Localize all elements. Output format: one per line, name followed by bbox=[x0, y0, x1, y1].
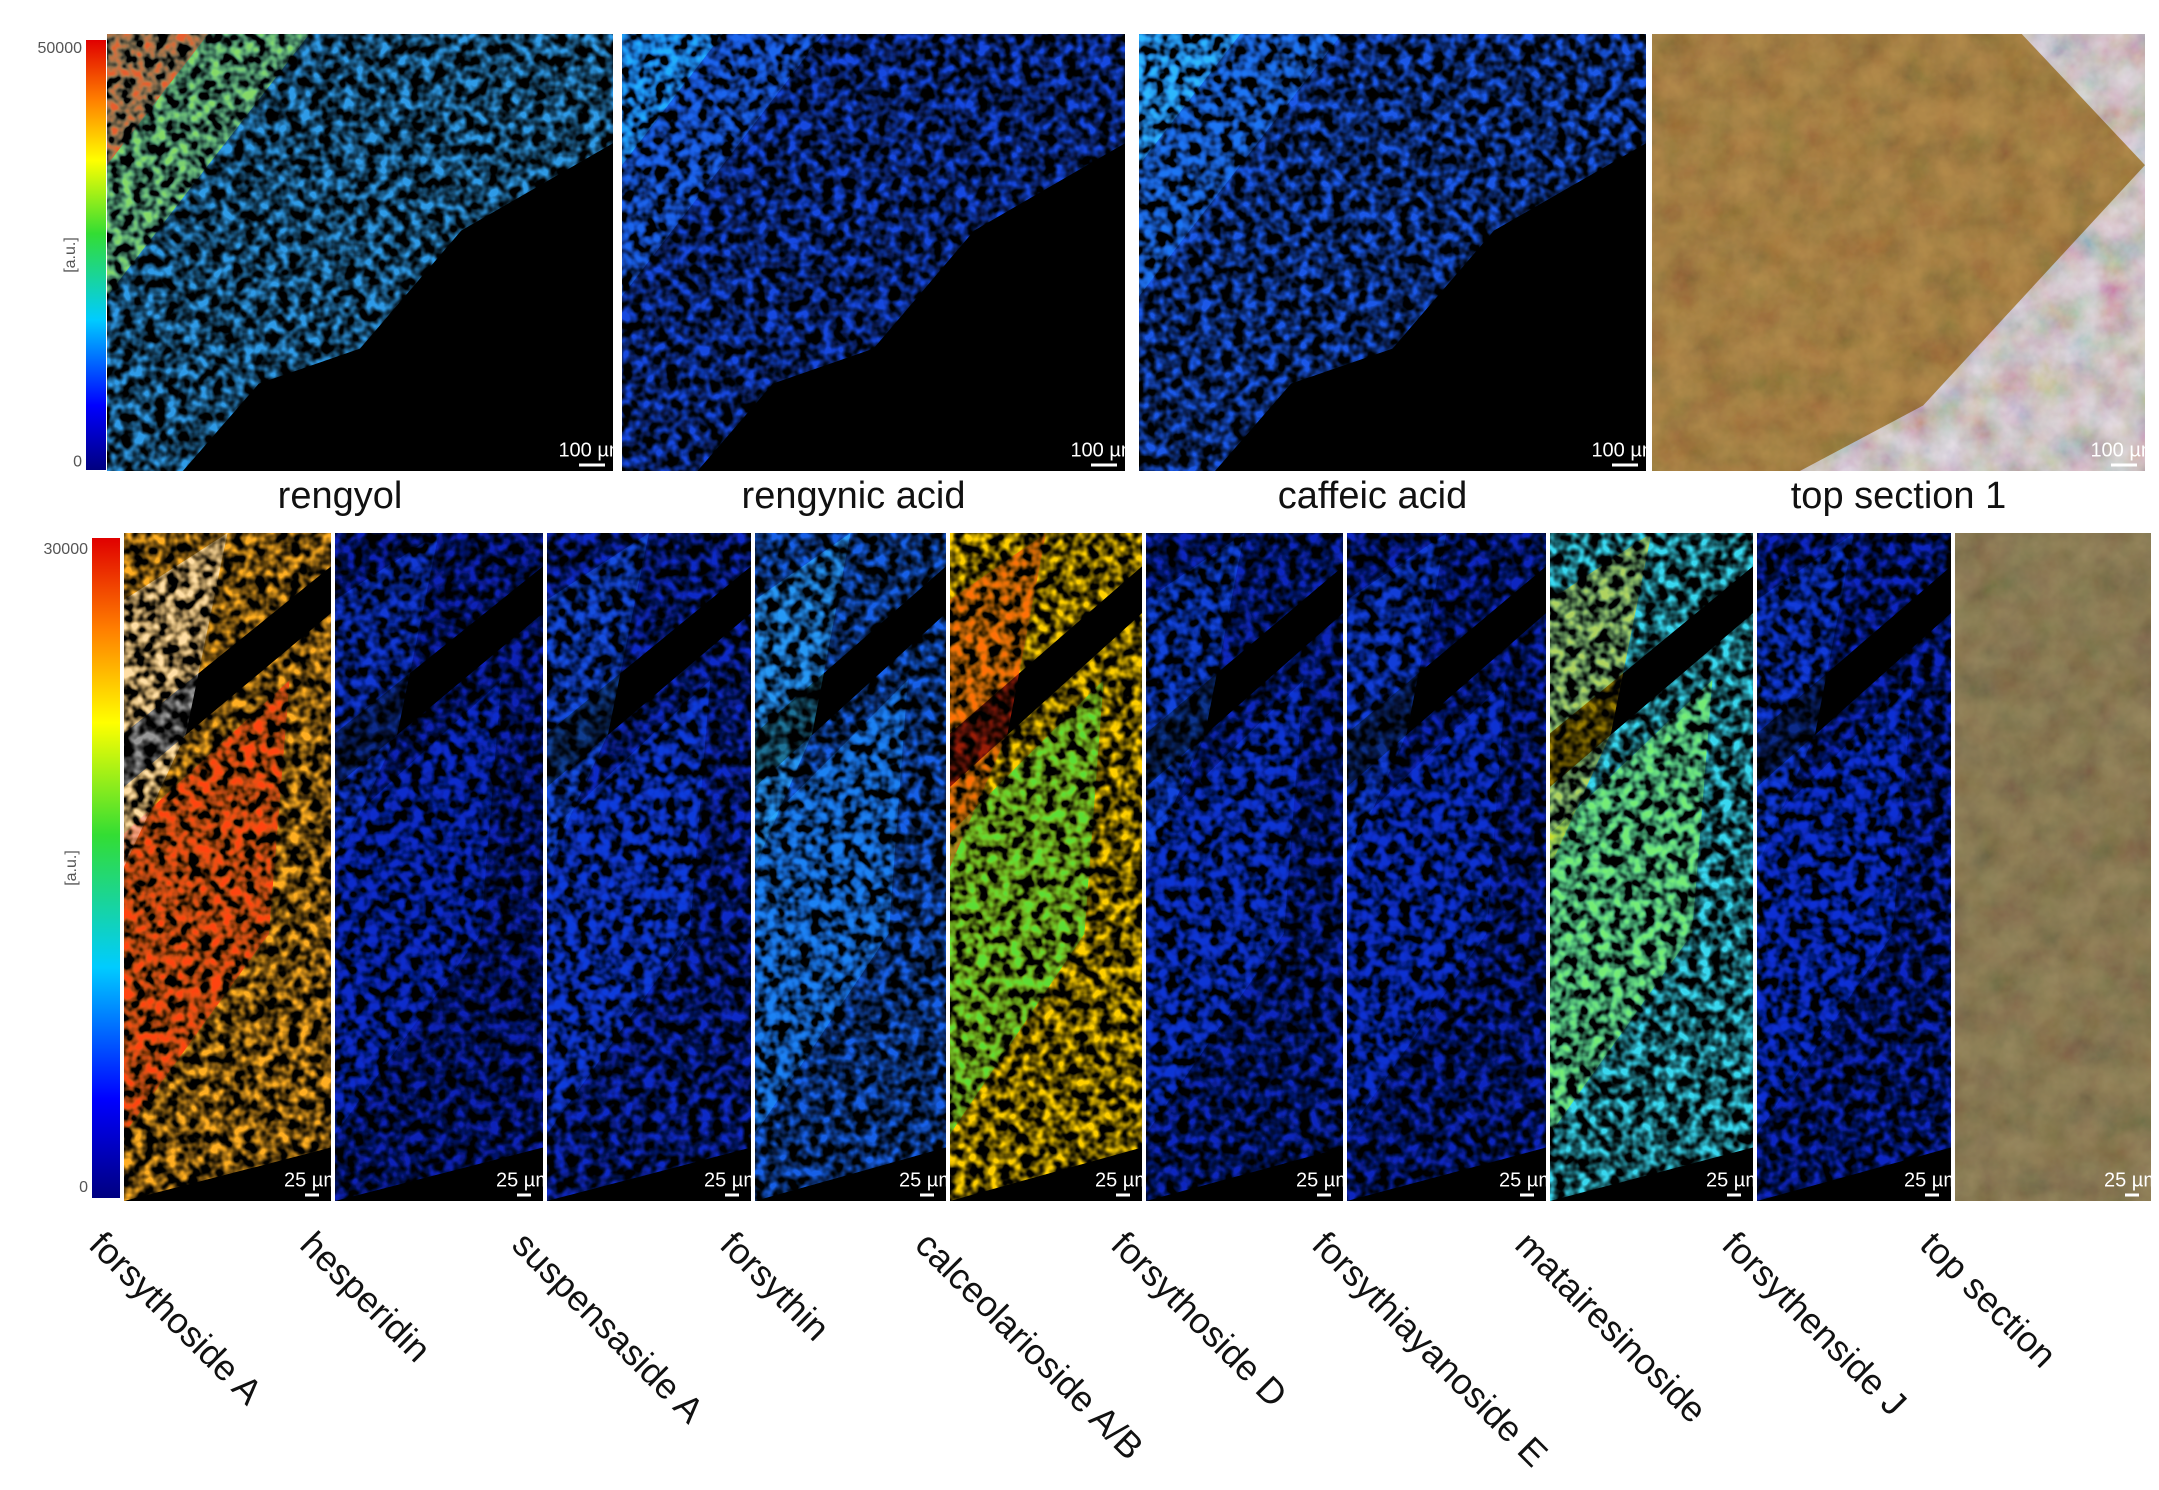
heatmap bbox=[622, 34, 1125, 471]
panel-label: hesperidin bbox=[293, 1223, 439, 1369]
tissue bbox=[1757, 533, 1854, 867]
colorbar-min: 0 bbox=[79, 1179, 88, 1196]
tissue bbox=[1347, 679, 1507, 1135]
scale-bar-label: 25 µm bbox=[1499, 1169, 1555, 1191]
scale-bar-label: 25 µm bbox=[284, 1169, 340, 1191]
tissue bbox=[107, 34, 209, 166]
heatmap bbox=[1757, 533, 1951, 1201]
scale-bar-label: 25 µm bbox=[1904, 1169, 1960, 1191]
scale-bar-label: 25 µm bbox=[899, 1169, 955, 1191]
panel-label: top section 1 bbox=[1791, 475, 2006, 517]
tissue bbox=[622, 34, 723, 166]
tissue bbox=[950, 533, 1046, 867]
panel-label: rengyol bbox=[278, 475, 403, 517]
scale-bar-label: 25 µm bbox=[496, 1169, 552, 1191]
tissue bbox=[335, 679, 502, 1135]
photo-tissue bbox=[1955, 533, 2151, 1201]
scale-bar-label: 100 µm bbox=[2090, 439, 2157, 461]
heatmap bbox=[1139, 34, 1646, 471]
scale-bar-label: 100 µm bbox=[558, 439, 625, 461]
scale-bar-label: 25 µm bbox=[1095, 1169, 1151, 1191]
panel-label: rengynic acid bbox=[742, 475, 966, 517]
scale-bar-label: 25 µm bbox=[2104, 1169, 2159, 1191]
heatmap bbox=[1347, 533, 1546, 1201]
colorbar-max: 30000 bbox=[44, 541, 89, 558]
tissue bbox=[1347, 533, 1447, 867]
tissue bbox=[107, 34, 310, 297]
optical-image bbox=[1652, 34, 2145, 471]
tissue bbox=[547, 533, 649, 867]
colorbar-min: 0 bbox=[73, 454, 82, 471]
tissue bbox=[622, 34, 1125, 471]
tissue bbox=[107, 34, 613, 471]
tissue bbox=[547, 679, 711, 1135]
tissue bbox=[1139, 34, 1646, 471]
panel-label: caffeic acid bbox=[1278, 475, 1467, 517]
scale-bar-label: 25 µm bbox=[1706, 1169, 1762, 1191]
heatmap bbox=[547, 533, 751, 1201]
tissue bbox=[755, 533, 851, 867]
tissue bbox=[1139, 34, 1241, 166]
heatmap bbox=[335, 533, 543, 1201]
scale-bar-label: 25 µm bbox=[1296, 1169, 1352, 1191]
panel-label: suspensaside A bbox=[505, 1223, 712, 1430]
colorbar bbox=[86, 40, 106, 470]
panel-label: forsythin bbox=[713, 1223, 838, 1348]
tissue bbox=[335, 533, 439, 867]
tissue bbox=[755, 679, 908, 1135]
heatmap bbox=[107, 34, 613, 471]
panel-label: matairesinoside bbox=[1508, 1223, 1715, 1430]
heatmap bbox=[1550, 533, 1753, 1201]
panel-label: forsythenside J bbox=[1715, 1223, 1915, 1423]
scale-bar-label: 100 µm bbox=[1591, 439, 1658, 461]
tissue bbox=[950, 679, 1104, 1135]
heatmap bbox=[950, 533, 1142, 1201]
photo-tissue bbox=[1652, 34, 2145, 471]
tissue bbox=[1550, 679, 1713, 1135]
heatmap bbox=[124, 533, 331, 1201]
panel-label: forsythoside D bbox=[1104, 1223, 1296, 1415]
colorbar-unit: [a.u.] bbox=[62, 237, 79, 273]
tissue bbox=[1146, 533, 1245, 867]
tissue bbox=[124, 679, 290, 1135]
panel-label: top section bbox=[1913, 1223, 2065, 1375]
colorbar-max: 50000 bbox=[38, 40, 83, 57]
panel-label: forsythoside A bbox=[82, 1223, 271, 1412]
tissue bbox=[124, 533, 228, 867]
scale-bar-label: 100 µm bbox=[1070, 439, 1137, 461]
heatmap bbox=[755, 533, 946, 1201]
colorbar-unit: [a.u.] bbox=[63, 850, 80, 886]
tissue bbox=[1550, 533, 1652, 867]
colorbar bbox=[92, 538, 120, 1198]
scale-bar-label: 25 µm bbox=[704, 1169, 760, 1191]
heatmap bbox=[1146, 533, 1343, 1201]
tissue bbox=[1757, 679, 1913, 1135]
tissue bbox=[1146, 679, 1304, 1135]
